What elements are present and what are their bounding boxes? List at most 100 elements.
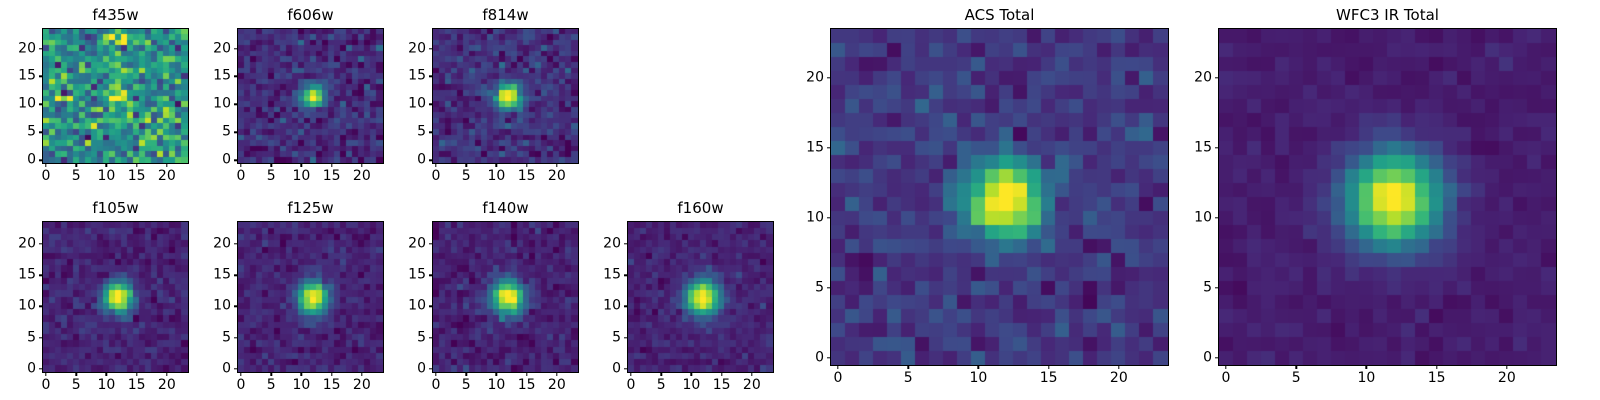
- y-tick-mark: [234, 243, 238, 245]
- y-tick-label: 15: [213, 67, 231, 84]
- panel-title-acs-total: ACS Total: [964, 6, 1035, 24]
- x-tick-label: 5: [71, 168, 81, 184]
- heatmap-f140w: [433, 222, 578, 372]
- x-tick-mark: [330, 163, 333, 167]
- y-tick-mark: [429, 47, 433, 50]
- x-tick-label: 5: [656, 377, 666, 393]
- y-tick-label: 10: [408, 95, 426, 112]
- y-tick-label: 0: [417, 360, 426, 377]
- y-tick-mark: [429, 336, 433, 339]
- x-tick-label: 5: [903, 370, 913, 386]
- y-tick-mark: [234, 75, 238, 78]
- y-tick-label: 20: [408, 40, 426, 57]
- x-tick-mark: [1506, 365, 1508, 369]
- y-tick-mark: [429, 75, 433, 78]
- x-tick-mark: [720, 372, 723, 376]
- y-tick-label: 15: [18, 266, 36, 283]
- heatmap-f105w: [43, 222, 188, 372]
- heatmap-f814w: [433, 29, 578, 163]
- y-tick-mark: [429, 159, 433, 161]
- panel-title-f140w: f140w: [482, 199, 529, 217]
- y-tick-label: 10: [1194, 209, 1212, 226]
- heatmap-f606w: [238, 29, 383, 163]
- y-tick-label: 20: [213, 235, 231, 252]
- panel-title-wfc3-ir-total: WFC3 IR Total: [1336, 6, 1439, 24]
- x-tick-mark: [300, 163, 303, 167]
- x-tick-mark: [1118, 365, 1120, 369]
- x-tick-mark: [166, 372, 168, 376]
- y-tick-mark: [429, 131, 433, 133]
- y-tick-mark: [39, 243, 43, 245]
- x-tick-mark: [435, 372, 437, 376]
- heatmap-f435w: [43, 29, 188, 163]
- x-tick-label: 20: [547, 377, 566, 393]
- y-tick-label: 5: [612, 329, 621, 346]
- x-tick-label: 20: [547, 168, 566, 184]
- x-tick-mark: [465, 163, 467, 167]
- x-tick-mark: [45, 163, 47, 167]
- y-tick-mark: [827, 217, 831, 219]
- y-tick-label: 5: [27, 123, 36, 140]
- x-tick-label: 20: [352, 168, 371, 184]
- x-tick-label: 0: [431, 168, 441, 184]
- panel-title-f606w: f606w: [287, 6, 334, 24]
- y-tick-mark: [1215, 147, 1219, 149]
- x-tick-label: 5: [1291, 370, 1301, 386]
- y-tick-label: 10: [603, 297, 621, 314]
- x-tick-label: 20: [742, 377, 761, 393]
- x-tick-mark: [1365, 365, 1368, 369]
- y-tick-mark: [234, 103, 238, 106]
- y-tick-label: 15: [1194, 139, 1212, 156]
- x-tick-label: 0: [626, 377, 636, 393]
- y-tick-mark: [234, 305, 238, 308]
- y-tick-mark: [39, 47, 43, 50]
- x-tick-label: 10: [487, 377, 506, 393]
- y-tick-mark: [1215, 357, 1219, 359]
- x-tick-mark: [135, 163, 138, 167]
- y-tick-mark: [39, 368, 43, 370]
- x-tick-mark: [45, 372, 47, 376]
- y-tick-mark: [624, 336, 628, 339]
- y-tick-mark: [234, 159, 238, 161]
- y-tick-label: 0: [222, 151, 231, 168]
- x-tick-mark: [690, 372, 693, 376]
- x-tick-mark: [1047, 365, 1050, 369]
- y-tick-mark: [429, 243, 433, 245]
- y-tick-mark: [1215, 77, 1219, 79]
- heatmap-f125w: [238, 222, 383, 372]
- x-tick-mark: [660, 372, 662, 376]
- x-tick-label: 10: [969, 370, 988, 386]
- y-tick-label: 5: [1203, 279, 1212, 296]
- y-tick-mark: [39, 75, 43, 78]
- x-tick-mark: [105, 372, 108, 376]
- x-tick-mark: [75, 372, 77, 376]
- y-tick-label: 20: [18, 235, 36, 252]
- y-tick-mark: [39, 103, 43, 106]
- heatmap-wfc3-ir-total: [1219, 29, 1556, 365]
- x-tick-label: 0: [41, 377, 51, 393]
- panel-f814w: f814w 0 0 5 5 10 10 15 15 20 20: [408, 6, 579, 184]
- x-tick-mark: [1435, 365, 1438, 369]
- x-tick-label: 20: [1497, 370, 1516, 386]
- y-tick-label: 15: [213, 266, 231, 283]
- y-tick-label: 15: [408, 266, 426, 283]
- panel-title-f435w: f435w: [92, 6, 139, 24]
- x-tick-label: 5: [266, 377, 276, 393]
- x-tick-label: 15: [322, 168, 341, 184]
- x-tick-mark: [240, 372, 242, 376]
- y-tick-label: 15: [408, 67, 426, 84]
- x-tick-label: 0: [236, 168, 246, 184]
- x-tick-label: 10: [97, 168, 116, 184]
- heatmap-acs-total: [831, 29, 1168, 365]
- y-tick-label: 5: [27, 329, 36, 346]
- panel-f606w: f606w 0 0 5 5 10 10 15 15 20 20: [213, 6, 384, 184]
- panel-wfc3-ir-total: WFC3 IR Total 0 0 5 5 10 10 15 15 20 20: [1194, 6, 1557, 386]
- x-tick-mark: [525, 163, 528, 167]
- x-tick-label: 0: [236, 377, 246, 393]
- x-tick-label: 10: [487, 168, 506, 184]
- y-tick-mark: [827, 357, 831, 359]
- y-tick-label: 0: [417, 151, 426, 168]
- heatmap-f160w: [628, 222, 773, 372]
- panel-acs-total: ACS Total 0 0 5 5 10 10 15 15 20 20: [806, 6, 1169, 386]
